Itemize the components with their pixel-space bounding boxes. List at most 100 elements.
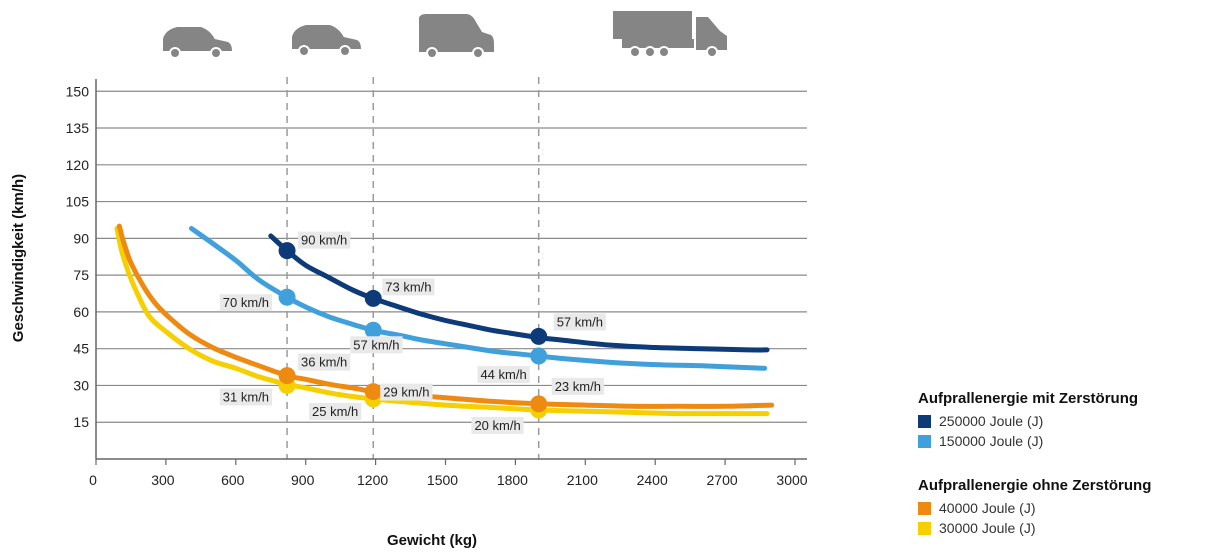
data-label-background	[382, 278, 435, 296]
data-label-background	[350, 336, 403, 354]
grid-lines	[96, 90, 807, 423]
legend-item: 150000 Joule (J)	[918, 431, 1218, 451]
legend-label: 30000 Joule (J)	[939, 520, 1036, 536]
data-label: 29 km/h	[383, 385, 429, 400]
data-label-background	[219, 294, 273, 312]
van-body	[419, 14, 494, 52]
x-tick-label: 1500	[427, 472, 458, 488]
y-tick-label: 150	[66, 83, 90, 99]
data-point	[530, 327, 548, 345]
legend-swatch	[918, 501, 931, 515]
truck-cab	[696, 17, 727, 50]
wheel-hub	[428, 49, 436, 57]
data-label: 20 km/h	[474, 418, 520, 433]
data-label: 57 km/h	[557, 314, 603, 329]
data-label-background	[551, 377, 604, 395]
wheel-hub	[646, 48, 654, 56]
y-axis-title: Geschwindigkeit (km/h)	[10, 174, 27, 342]
data-label: 73 km/h	[385, 279, 431, 294]
legend-swatch	[918, 521, 931, 535]
y-tick-label: 30	[73, 377, 89, 393]
series-line	[268, 233, 770, 353]
data-label-background	[298, 231, 351, 249]
data-label-background	[553, 313, 606, 331]
data-label-background	[477, 366, 530, 384]
x-tick-label: 2400	[637, 472, 668, 488]
wheel-hub	[631, 48, 639, 56]
wheel-hub	[212, 49, 220, 57]
legend-item: 250000 Joule (J)	[918, 411, 1218, 431]
legend-title: Aufprallenergie mit Zerstörung	[918, 390, 1139, 407]
wheel-hub	[300, 47, 308, 55]
compact-car-icon	[292, 25, 361, 57]
truck-chassis	[622, 39, 694, 48]
data-label-background	[309, 402, 362, 420]
y-tick-label: 60	[73, 304, 89, 320]
data-label: 70 km/h	[223, 295, 269, 310]
data-label: 31 km/h	[223, 389, 269, 404]
x-tick-label: 1800	[497, 472, 528, 488]
curves	[114, 223, 775, 419]
car-body	[292, 25, 361, 49]
x-tick-label: 3000	[776, 472, 807, 488]
data-label: 57 km/h	[353, 337, 399, 352]
legend-swatch	[918, 414, 931, 428]
legend-swatch	[918, 434, 931, 448]
y-tick-label: 45	[73, 341, 89, 357]
y-tick-label: 15	[73, 414, 89, 430]
y-tick-label: 135	[66, 120, 90, 136]
x-tick-label: 600	[221, 472, 245, 488]
x-tick-label: 1200	[357, 472, 388, 488]
legend-title: Aufprallenergie ohne Zerstörung	[918, 477, 1152, 494]
data-point	[278, 367, 296, 385]
x-tick-label: 2700	[707, 472, 738, 488]
data-label: 36 km/h	[301, 355, 347, 370]
data-point	[364, 383, 382, 401]
y-tick-label: 105	[66, 194, 90, 210]
truck-icon	[613, 11, 727, 58]
x-tick-label: 2100	[567, 472, 598, 488]
data-label-background	[471, 416, 524, 434]
data-label: 25 km/h	[312, 404, 358, 419]
data-labels: 90 km/h 73 km/h 57 km/h 70 km/h 57 km/h 44 km…	[219, 231, 606, 434]
series-line	[114, 226, 770, 417]
van-icon	[419, 14, 494, 59]
truck-box	[613, 11, 692, 39]
wheel-hub	[660, 48, 668, 56]
data-point	[530, 347, 548, 365]
data-point	[530, 395, 548, 413]
data-label: 90 km/h	[301, 233, 347, 248]
x-tick-label: 900	[291, 472, 315, 488]
small-car-icon	[163, 27, 232, 59]
car-body	[163, 27, 232, 51]
wheel-hub	[474, 49, 482, 57]
legend: Aufprallenergie mit Zerstörung 250000 Jo…	[918, 390, 1218, 556]
legend-item: 40000 Joule (J)	[918, 498, 1218, 518]
vehicle-icons	[163, 11, 727, 59]
wheel-hub	[341, 47, 349, 55]
x-axis-title: Gewicht (kg)	[387, 532, 477, 549]
legend-group-without-destruction: Aufprallenergie ohne Zerstörung 40000 Jo…	[918, 477, 1218, 538]
legend-label: 250000 Joule (J)	[939, 413, 1044, 429]
data-label-background	[380, 383, 433, 401]
series-line	[189, 226, 768, 371]
legend-item: 30000 Joule (J)	[918, 518, 1218, 538]
data-point	[278, 242, 296, 260]
data-label-background	[219, 388, 273, 406]
y-tick-label: 90	[73, 230, 89, 246]
data-label-background	[298, 353, 351, 371]
data-label: 23 km/h	[555, 379, 601, 394]
series-line	[116, 223, 775, 409]
wheel-hub	[708, 48, 716, 56]
data-label: 44 km/h	[480, 367, 526, 382]
data-point	[278, 288, 296, 306]
y-tick-label: 75	[73, 267, 89, 283]
y-tick-label: 120	[66, 157, 90, 173]
x-tick-label: 0	[89, 472, 97, 488]
x-tick-label: 300	[151, 472, 175, 488]
data-point	[364, 289, 382, 307]
legend-label: 40000 Joule (J)	[939, 500, 1036, 516]
legend-label: 150000 Joule (J)	[939, 433, 1044, 449]
